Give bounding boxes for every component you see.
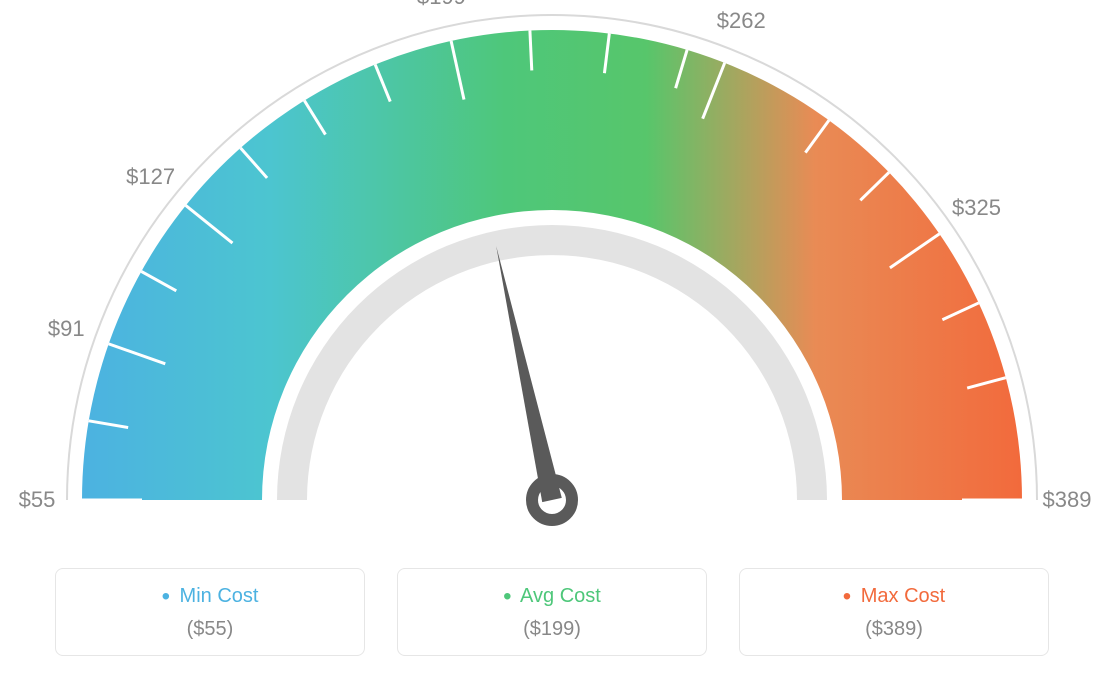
legend-min-value: ($55) — [68, 618, 352, 641]
legend-max-label: Max Cost — [861, 585, 945, 607]
dot-icon: • — [162, 583, 170, 610]
legend-avg-title: • Avg Cost — [410, 585, 694, 608]
legend-card-max: • Max Cost ($389) — [739, 568, 1049, 656]
gauge-svg — [0, 0, 1104, 560]
gauge-container: $55 $91 $127 $199 $262 $325 $389 — [0, 0, 1104, 560]
legend-max-value: ($389) — [752, 618, 1036, 641]
gauge-tick-label: $91 — [48, 316, 85, 342]
legend-avg-label: Avg Cost — [520, 585, 601, 607]
gauge-tick-label: $199 — [417, 0, 466, 10]
gauge-tick-label: $55 — [19, 487, 56, 513]
legend-min-title: • Min Cost — [68, 585, 352, 608]
gauge-tick-label: $262 — [717, 8, 766, 34]
dot-icon: • — [503, 583, 511, 610]
gauge-tick-label: $127 — [126, 164, 175, 190]
legend-row: • Min Cost ($55) • Avg Cost ($199) • Max… — [0, 568, 1104, 656]
legend-card-min: • Min Cost ($55) — [55, 568, 365, 656]
gauge-tick-label: $389 — [1043, 487, 1092, 513]
legend-min-label: Min Cost — [180, 585, 259, 607]
legend-avg-value: ($199) — [410, 618, 694, 641]
legend-card-avg: • Avg Cost ($199) — [397, 568, 707, 656]
gauge-tick-label: $325 — [952, 195, 1001, 221]
dot-icon: • — [843, 583, 851, 610]
legend-max-title: • Max Cost — [752, 585, 1036, 608]
